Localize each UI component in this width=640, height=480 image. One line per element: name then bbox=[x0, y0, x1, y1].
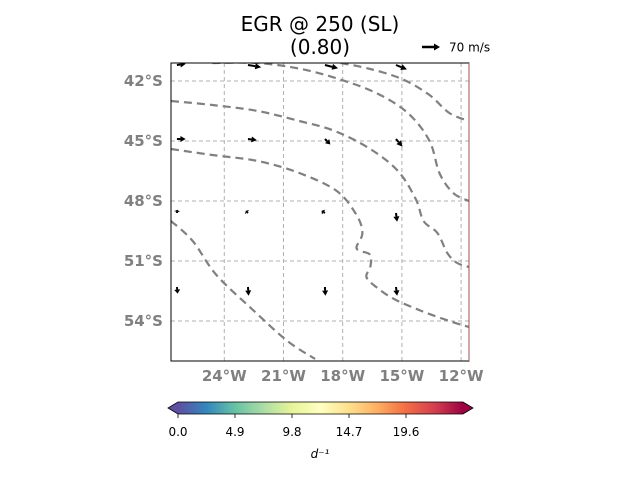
wind-vector bbox=[324, 63, 339, 70]
wind-vector bbox=[176, 63, 186, 68]
contours bbox=[171, 63, 469, 360]
plot-background bbox=[171, 63, 469, 361]
wind-vector-head bbox=[393, 216, 400, 222]
wind-vector bbox=[247, 136, 257, 143]
wind-vector-head bbox=[254, 63, 262, 70]
colorbar-label: d⁻¹ bbox=[311, 447, 330, 461]
colorbar-extend-high bbox=[463, 402, 473, 414]
wind-vector bbox=[245, 210, 250, 215]
wind-vector bbox=[176, 136, 186, 142]
y-tick-label: 42°S bbox=[124, 72, 163, 90]
y-tick-label: 48°S bbox=[124, 192, 163, 210]
contour-line bbox=[171, 99, 469, 269]
wind-vector-shaft bbox=[247, 64, 256, 68]
contour-line bbox=[340, 63, 469, 123]
colorbar-gradient bbox=[178, 402, 463, 414]
y-tick-label: 54°S bbox=[124, 312, 163, 330]
colorbar-tick-label: 0.0 bbox=[168, 425, 187, 439]
colorbar-tick-label: 9.8 bbox=[282, 425, 301, 439]
wind-vector-head bbox=[400, 64, 407, 70]
chart-title: EGR @ 250 (SL) bbox=[241, 12, 400, 36]
wind-vector-head bbox=[331, 63, 339, 70]
x-tick-label: 18°W bbox=[320, 367, 365, 385]
plot-area bbox=[170, 62, 470, 362]
colorbar: 0.0 4.9 9.8 14.7 19.6 d⁻¹ bbox=[167, 401, 474, 461]
y-tick-label: 51°S bbox=[124, 252, 163, 270]
wind-vector-shaft bbox=[324, 138, 328, 142]
wind-vector-head bbox=[393, 290, 400, 296]
colorbar-tick-label: 19.6 bbox=[393, 425, 420, 439]
colorbar-tick-label: 4.9 bbox=[225, 425, 244, 439]
chart-subtitle: (0.80) bbox=[290, 35, 350, 59]
wind-vector bbox=[393, 212, 400, 222]
y-tick-label: 45°S bbox=[124, 132, 163, 150]
wind-vector-head bbox=[245, 210, 250, 215]
contour-line bbox=[171, 220, 316, 360]
x-tick-label: 21°W bbox=[261, 367, 306, 385]
wind-vector-head bbox=[321, 209, 326, 215]
wind-vector-head bbox=[174, 289, 181, 294]
wind-vector-shaft bbox=[323, 211, 326, 214]
wind-vector-head bbox=[325, 139, 331, 145]
wind-vector bbox=[393, 286, 400, 296]
wind-vector-shaft bbox=[395, 138, 400, 143]
contour-line bbox=[212, 63, 469, 203]
wind-vector-head bbox=[180, 136, 186, 142]
wind-vector bbox=[174, 209, 181, 214]
wind-vector-head bbox=[251, 136, 257, 143]
quiver-key: 70 m/s bbox=[422, 41, 490, 55]
wind-vector-head bbox=[174, 209, 181, 213]
wind-vector-shaft bbox=[324, 64, 333, 68]
wind-vector-shaft bbox=[395, 64, 402, 69]
quiver-key-arrow-head bbox=[434, 43, 440, 51]
wind-vector bbox=[324, 138, 331, 145]
x-axis-tick-labels: 24°W 21°W 18°W 15°W 12°W bbox=[202, 367, 484, 385]
gridlines bbox=[171, 63, 469, 361]
wind-vector bbox=[322, 286, 329, 296]
colorbar-tick-label: 14.7 bbox=[336, 425, 363, 439]
wind-vector-head bbox=[180, 63, 186, 68]
wind-vector bbox=[247, 63, 262, 70]
colorbar-extend-low bbox=[168, 402, 178, 414]
wind-vector bbox=[395, 138, 403, 147]
wind-vector bbox=[321, 209, 326, 215]
wind-vector-shaft bbox=[246, 211, 249, 214]
wind-vector-head bbox=[396, 140, 403, 147]
x-tick-label: 24°W bbox=[202, 367, 247, 385]
x-tick-label: 15°W bbox=[379, 367, 424, 385]
x-tick-label: 12°W bbox=[439, 367, 484, 385]
wind-vector bbox=[174, 286, 181, 294]
wind-vector-head bbox=[245, 290, 252, 296]
wind-vector bbox=[245, 286, 252, 296]
wind-vector bbox=[395, 64, 407, 70]
wind-vector-head bbox=[322, 290, 329, 296]
y-axis-tick-labels: 42°S 45°S 48°S 51°S 54°S bbox=[124, 72, 163, 330]
colorbar-outline bbox=[167, 401, 474, 415]
colorbar-ticks: 0.0 4.9 9.8 14.7 19.6 bbox=[168, 414, 419, 439]
quiver-key-label: 70 m/s bbox=[449, 41, 490, 55]
wind-vectors bbox=[174, 63, 407, 296]
contour-line bbox=[171, 147, 469, 329]
